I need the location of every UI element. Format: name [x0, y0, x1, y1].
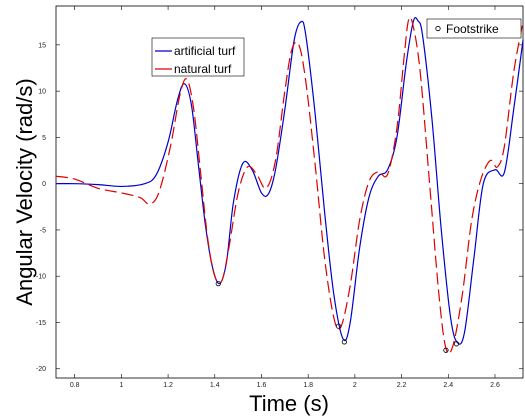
- y-tick-label: 0: [42, 181, 46, 188]
- y-tick-label: 5: [42, 135, 46, 142]
- footstrike-point: [453, 341, 460, 347]
- series-line-artificial-turf: [55, 17, 524, 345]
- legend-natural-label: natural turf: [174, 62, 232, 76]
- plot-area: [55, 5, 524, 379]
- legend-main: artificial turf natural turf: [151, 37, 245, 77]
- x-tick-label: 0.8: [70, 382, 80, 389]
- y-tick-label: -10: [36, 274, 46, 281]
- footstrike-point: [215, 281, 221, 287]
- y-tick-label: 10: [38, 89, 46, 96]
- ticks: 0.8 1 1.2 1.4 1.6 1.8 2 2.2 2.4 2.6 -20 -15 -10 -5 0 5 1…: [36, 6, 523, 389]
- legend-artificial-label: artificial turf: [174, 44, 236, 58]
- series-group: [55, 16, 524, 355]
- legend-footstrike-label: Footstrike: [446, 22, 499, 36]
- x-tick-label: 2.4: [443, 382, 453, 389]
- y-tick-label: 15: [38, 42, 46, 49]
- legend-footstrike-box: [426, 18, 522, 39]
- footstrike-point: [335, 323, 342, 329]
- x-tick-label: 1.2: [163, 382, 173, 389]
- footstrike-markers: [215, 281, 460, 353]
- y-tick-label: -20: [36, 366, 46, 373]
- legend-main-box: [151, 37, 245, 77]
- legend-footstrike: Footstrike: [426, 18, 522, 39]
- x-tick-label: 1.8: [303, 382, 313, 389]
- x-tick-label: 1: [119, 382, 123, 389]
- footstrike-point: [443, 347, 449, 353]
- x-axis-label: Time (s): [249, 391, 329, 416]
- y-tick-label: -15: [36, 320, 46, 327]
- footstrike-point: [341, 339, 347, 345]
- series-line-natural-turf: [55, 16, 524, 355]
- x-tick-label: 2.6: [490, 382, 500, 389]
- y-axis-label: Angular Velocity (rad/s): [12, 78, 37, 305]
- y-tick-label: -5: [40, 227, 46, 234]
- x-tick-label: 2: [353, 382, 357, 389]
- x-tick-label: 1.6: [257, 382, 267, 389]
- x-tick-label: 1.4: [210, 382, 220, 389]
- legend-footstrike-marker: [435, 25, 441, 32]
- x-tick-label: 2.2: [397, 382, 407, 389]
